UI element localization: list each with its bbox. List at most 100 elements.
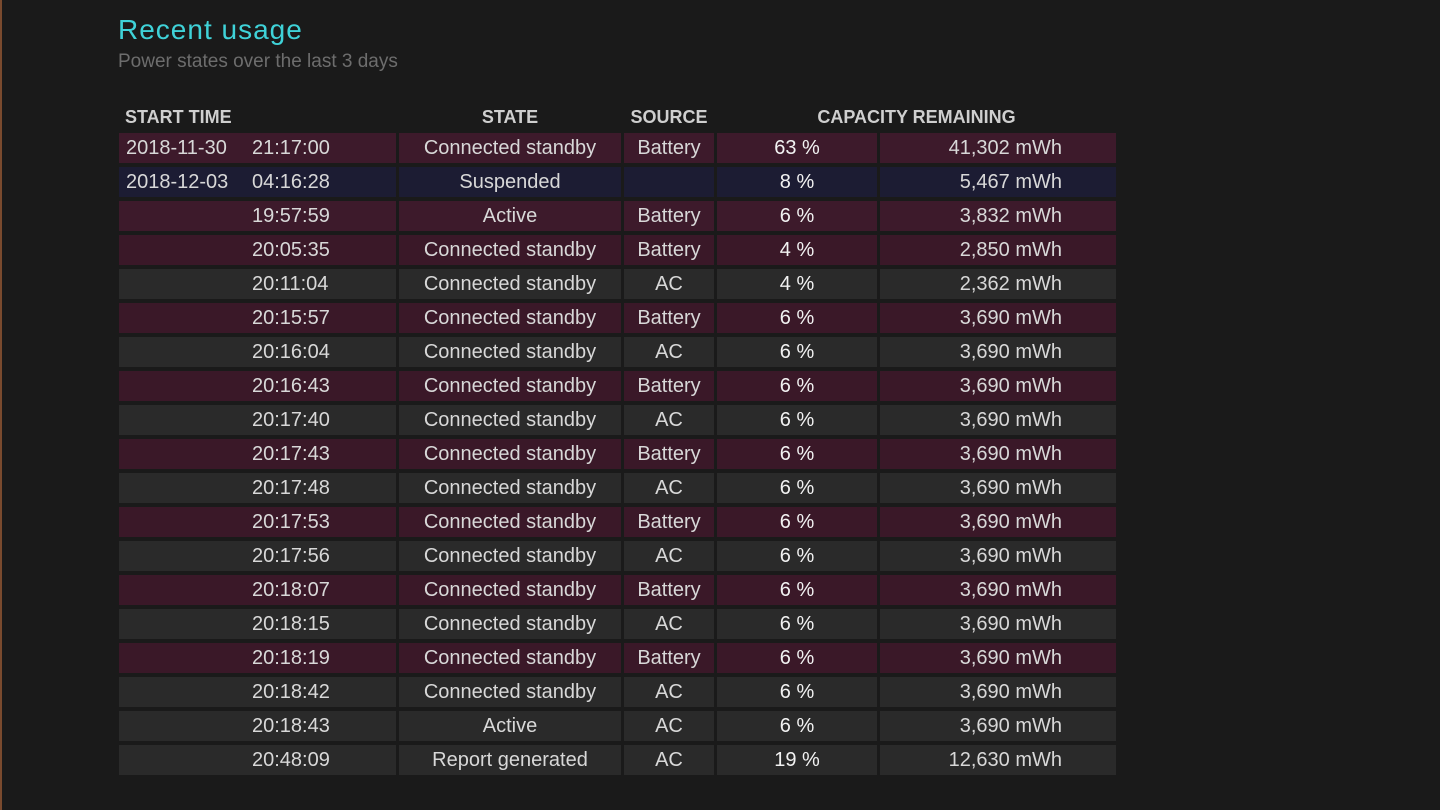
- table-row: 2018-12-03 04:16:28 Suspended 8 % 5,467 mWh: [119, 167, 1116, 197]
- cell-state: Connected standby: [399, 609, 621, 639]
- cell-capacity-energy: 12,630 mWh: [880, 745, 1116, 775]
- table-row: 20:48:09 Report generated AC 19 % 12,630 mWh: [119, 745, 1116, 775]
- cell-start-time: 20:11:04: [119, 269, 396, 299]
- cell-state: Active: [399, 201, 621, 231]
- table-row: 20:05:35 Connected standby Battery 4 % 2,850…: [119, 235, 1116, 265]
- capacity-energy-value: 3,690 mWh: [959, 714, 1062, 737]
- cell-start-time: 20:18:19: [119, 643, 396, 673]
- capacity-energy-value: 3,690 mWh: [959, 306, 1062, 329]
- cell-capacity-percent: 19 %: [717, 745, 877, 775]
- cell-capacity-energy: 5,467 mWh: [880, 167, 1116, 197]
- cell-source: [624, 167, 714, 197]
- start-date: [119, 477, 252, 499]
- column-header-start-time: START TIME: [125, 106, 232, 127]
- cell-capacity-percent: 4 %: [717, 269, 877, 299]
- cell-capacity-percent: 6 %: [717, 303, 877, 333]
- cell-start-time: 20:16:43: [119, 371, 396, 401]
- capacity-energy-value: 3,690 mWh: [959, 510, 1062, 533]
- cell-start-time: 20:48:09: [119, 745, 396, 775]
- table-row: 20:17:43 Connected standby Battery 6 % 3,690…: [119, 439, 1116, 469]
- cell-state: Connected standby: [399, 439, 621, 469]
- cell-capacity-energy: 3,690 mWh: [880, 507, 1116, 537]
- cell-state: Suspended: [399, 167, 621, 197]
- cell-state: Connected standby: [399, 473, 621, 503]
- cell-state: Connected standby: [399, 133, 621, 163]
- capacity-energy-value: 41,302 mWh: [948, 136, 1062, 159]
- start-clock-time: 20:16:04: [252, 340, 330, 363]
- cell-state: Connected standby: [399, 303, 621, 333]
- table-row: 20:17:56 Connected standby AC 6 % 3,690 mWh: [119, 541, 1116, 571]
- start-clock-time: 20:11:04: [252, 272, 329, 295]
- cell-source: Battery: [624, 201, 714, 231]
- start-date: [119, 409, 252, 431]
- cell-source: Battery: [624, 133, 714, 163]
- start-clock-time: 20:05:35: [252, 238, 330, 261]
- cell-source: AC: [624, 745, 714, 775]
- cell-capacity-energy: 3,690 mWh: [880, 371, 1116, 401]
- capacity-energy-value: 3,690 mWh: [959, 442, 1062, 465]
- cell-start-time: 20:18:15: [119, 609, 396, 639]
- cell-capacity-percent: 6 %: [717, 473, 877, 503]
- cell-state: Connected standby: [399, 337, 621, 367]
- capacity-energy-value: 5,467 mWh: [959, 170, 1062, 193]
- cell-capacity-percent: 6 %: [717, 609, 877, 639]
- capacity-energy-value: 3,690 mWh: [959, 544, 1062, 567]
- column-header-state: STATE: [481, 106, 539, 127]
- cell-state: Connected standby: [399, 235, 621, 265]
- start-date: [119, 681, 252, 703]
- cell-source: AC: [624, 541, 714, 571]
- cell-capacity-energy: 3,690 mWh: [880, 677, 1116, 707]
- capacity-energy-value: 12,630 mWh: [948, 748, 1062, 771]
- cell-capacity-energy: 3,690 mWh: [880, 541, 1116, 571]
- cell-capacity-energy: 3,690 mWh: [880, 575, 1116, 605]
- cell-capacity-energy: 2,850 mWh: [880, 235, 1116, 265]
- start-clock-time: 20:18:43: [252, 714, 330, 737]
- cell-start-time: 20:15:57: [119, 303, 396, 333]
- start-clock-time: 20:48:09: [252, 748, 330, 771]
- cell-start-time: 19:57:59: [119, 201, 396, 231]
- start-date: [119, 715, 252, 737]
- cell-start-time: 20:05:35: [119, 235, 396, 265]
- cell-source: AC: [624, 609, 714, 639]
- cell-start-time: 2018-12-03 04:16:28: [119, 167, 396, 197]
- start-clock-time: 21:17:00: [252, 136, 330, 159]
- cell-start-time: 20:17:56: [119, 541, 396, 571]
- cell-source: AC: [624, 711, 714, 741]
- start-clock-time: 19:57:59: [252, 204, 330, 227]
- start-date: [119, 545, 252, 567]
- capacity-energy-value: 3,690 mWh: [959, 612, 1062, 635]
- table-row: 20:16:04 Connected standby AC 6 % 3,690 mWh: [119, 337, 1116, 367]
- cell-capacity-energy: 3,690 mWh: [880, 439, 1116, 469]
- start-date: [119, 341, 252, 363]
- column-header-source: SOURCE: [630, 106, 708, 127]
- start-date: 2018-11-30: [126, 136, 227, 159]
- cell-capacity-energy: 2,362 mWh: [880, 269, 1116, 299]
- table-row: 19:57:59 Active Battery 6 % 3,832 mWh: [119, 201, 1116, 231]
- cell-source: AC: [624, 405, 714, 435]
- column-header-capacity-remaining: CAPACITY REMAINING: [817, 106, 1016, 127]
- cell-state: Connected standby: [399, 269, 621, 299]
- start-date: [119, 273, 252, 295]
- start-clock-time: 20:18:19: [252, 646, 330, 669]
- cell-capacity-energy: 41,302 mWh: [880, 133, 1116, 163]
- cell-source: Battery: [624, 507, 714, 537]
- cell-source: AC: [624, 473, 714, 503]
- start-date: [119, 647, 252, 669]
- cell-capacity-percent: 6 %: [717, 711, 877, 741]
- cell-state: Connected standby: [399, 575, 621, 605]
- table-row: 20:16:43 Connected standby Battery 6 % 3,690…: [119, 371, 1116, 401]
- cell-source: Battery: [624, 371, 714, 401]
- table-row: 20:18:19 Connected standby Battery 6 % 3,690…: [119, 643, 1116, 673]
- cell-start-time: 20:18:42: [119, 677, 396, 707]
- start-date: [119, 375, 252, 397]
- table-row: 20:17:53 Connected standby Battery 6 % 3,690…: [119, 507, 1116, 537]
- section-subtitle: Power states over the last 3 days: [118, 51, 398, 72]
- cell-capacity-energy: 3,690 mWh: [880, 405, 1116, 435]
- start-date: [119, 443, 252, 465]
- start-clock-time: 20:17:40: [252, 408, 330, 431]
- table-body: 2018-11-30 21:17:00 Connected standby Batte…: [119, 133, 1116, 775]
- capacity-energy-value: 3,690 mWh: [959, 680, 1062, 703]
- capacity-energy-value: 2,362 mWh: [959, 272, 1062, 295]
- start-date: 2018-12-03: [126, 170, 229, 193]
